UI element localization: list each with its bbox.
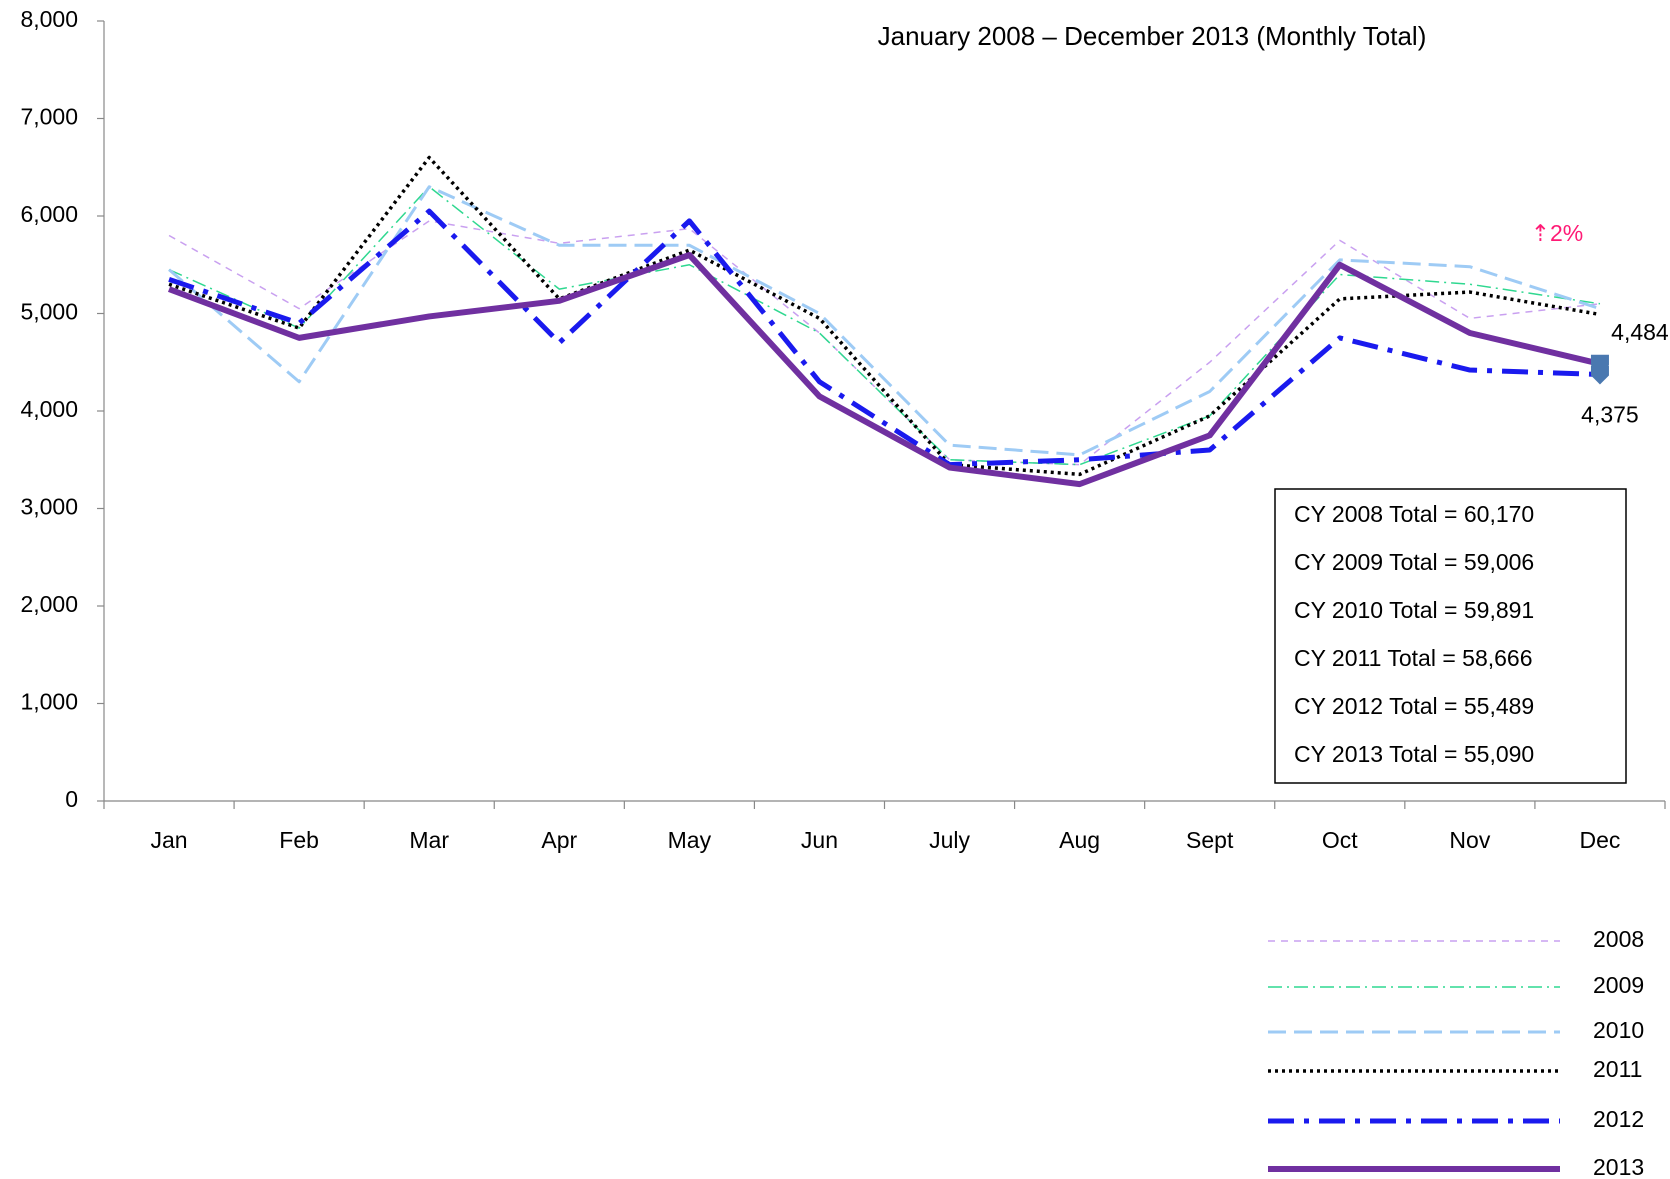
total-line: CY 2010 Total = 59,891	[1294, 597, 1534, 623]
totals-box	[1274, 488, 1627, 784]
value-label: 4,484	[1611, 319, 1669, 345]
series-line	[168, 220, 1601, 466]
y-tick-label: 5,000	[20, 299, 78, 325]
total-line: CY 2008 Total = 60,170	[1294, 501, 1534, 527]
legend-label: 2013	[1593, 1154, 1644, 1179]
x-tick-label: Sept	[1186, 827, 1234, 853]
y-tick-label: 7,000	[20, 104, 78, 130]
x-tick-label: Nov	[1449, 827, 1490, 853]
x-tick-label: Oct	[1322, 827, 1358, 853]
value-label: 4,375	[1581, 402, 1639, 428]
series-line	[168, 185, 1601, 457]
y-tick-label: 0	[65, 786, 78, 812]
x-tick-label: July	[929, 827, 970, 853]
total-line: CY 2013 Total = 55,090	[1294, 741, 1534, 767]
series-line	[168, 186, 1601, 466]
change-annotation: ⇡2%	[1531, 220, 1584, 246]
x-tick-label: May	[668, 827, 712, 853]
y-tick-label: 4,000	[20, 396, 78, 422]
chart-title: January 2008 – December 2013 (Monthly To…	[878, 21, 1427, 51]
series-line	[168, 208, 1601, 468]
y-tick-label: 6,000	[20, 201, 78, 227]
total-line: CY 2012 Total = 55,489	[1294, 693, 1534, 719]
legend-label: 2010	[1593, 1017, 1644, 1043]
legend-label: 2008	[1593, 926, 1644, 952]
x-tick-label: Feb	[279, 827, 319, 853]
y-tick-label: 3,000	[20, 494, 78, 520]
end-marker	[1590, 354, 1609, 374]
total-line: CY 2011 Total = 58,666	[1294, 645, 1533, 671]
x-tick-label: Jan	[150, 827, 187, 853]
x-tick-label: Dec	[1580, 827, 1621, 853]
legend-label: 2009	[1593, 972, 1644, 998]
x-tick-label: Aug	[1059, 827, 1100, 853]
end-marker	[1590, 365, 1609, 385]
y-tick-label: 8,000	[20, 6, 78, 32]
total-line: CY 2009 Total = 59,006	[1294, 549, 1534, 575]
y-tick-label: 1,000	[20, 689, 78, 715]
legend-label: 2011	[1593, 1056, 1642, 1082]
series-line	[167, 252, 1601, 488]
x-tick-label: Jun	[801, 827, 838, 853]
series-line	[168, 155, 1601, 477]
x-tick-label: Mar	[409, 827, 449, 853]
x-tick-label: Apr	[541, 827, 577, 853]
y-tick-label: 2,000	[20, 591, 78, 617]
legend-label: 2012	[1593, 1106, 1644, 1132]
